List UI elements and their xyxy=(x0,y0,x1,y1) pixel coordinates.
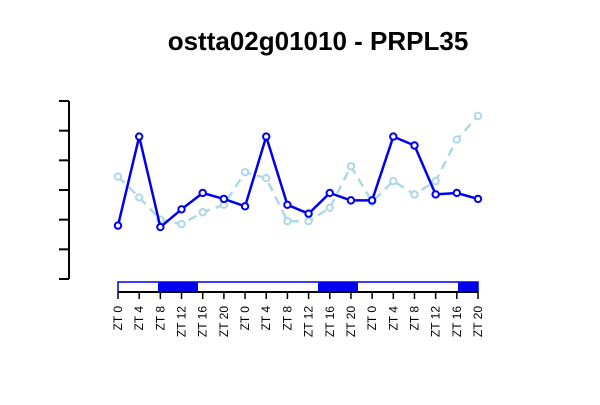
series-layer xyxy=(113,111,483,232)
bar-segment-light xyxy=(278,282,298,292)
data-point xyxy=(367,196,377,205)
bar-segment-light xyxy=(418,282,438,292)
data-point xyxy=(134,132,144,141)
bar-segment-light xyxy=(138,282,158,292)
bar-segment-dark xyxy=(338,282,358,292)
x-tick-label: ZT 12 xyxy=(302,306,316,337)
x-tick-label: ZT 0 xyxy=(111,306,125,331)
data-point xyxy=(113,172,123,181)
x-tick-label: ZT 20 xyxy=(344,306,358,337)
data-point xyxy=(452,188,462,198)
data-point xyxy=(177,219,186,229)
bar-segment-light xyxy=(378,282,398,292)
x-tick-label: ZT 4 xyxy=(386,306,400,331)
light-dark-bar xyxy=(117,281,479,293)
data-point xyxy=(473,111,483,121)
data-point xyxy=(240,168,250,177)
data-point xyxy=(431,190,440,199)
data-point xyxy=(283,200,292,210)
series-solid xyxy=(113,132,483,232)
data-point xyxy=(452,135,462,144)
data-point xyxy=(304,209,313,218)
data-point xyxy=(325,188,334,198)
data-point xyxy=(262,173,271,183)
data-point xyxy=(177,205,186,214)
bar-segment-light xyxy=(298,282,318,292)
x-tick-label: ZT 4 xyxy=(259,306,273,331)
data-point xyxy=(198,208,207,217)
data-point xyxy=(325,203,334,213)
data-point xyxy=(410,141,419,150)
x-axis: ZT 0 ZT 4 ZT 8 ZT 12 ZT 16 ZT 20 ZT 0 ZT 4 ZT 8 Z… xyxy=(111,291,485,337)
x-tick-label: ZT 12 xyxy=(175,306,189,337)
bar-segment-light xyxy=(218,282,238,292)
x-tick-label: ZT 20 xyxy=(471,306,485,337)
x-tick-label: ZT 4 xyxy=(132,306,146,331)
bar-segment-light xyxy=(398,282,418,292)
x-tick-label: ZT 12 xyxy=(429,306,443,337)
bar-segment-light xyxy=(238,282,258,292)
chart-title: ostta02g01010 - PRPL35 xyxy=(168,26,469,56)
data-point xyxy=(283,216,292,226)
bar-segment-light xyxy=(358,282,378,292)
x-tick-label: ZT 0 xyxy=(238,306,252,331)
x-tick-label: ZT 16 xyxy=(196,306,210,337)
data-point xyxy=(304,216,313,226)
data-point xyxy=(113,221,123,230)
x-tick-label: ZT 8 xyxy=(153,306,167,331)
data-point xyxy=(156,222,165,232)
data-point xyxy=(389,176,398,186)
data-point xyxy=(134,193,144,202)
y-axis xyxy=(59,100,70,280)
data-point xyxy=(198,188,207,198)
x-tick-label: ZT 20 xyxy=(217,306,231,337)
bar-segment-light xyxy=(198,282,218,292)
x-tick-label: ZT 16 xyxy=(450,306,464,337)
bar-segment-dark xyxy=(458,282,478,292)
series-line xyxy=(116,135,479,229)
data-point xyxy=(219,194,229,204)
x-tick-label: ZT 16 xyxy=(323,306,337,337)
x-tick-label: ZT 0 xyxy=(365,306,379,331)
bar-segment-light xyxy=(438,282,458,292)
bar-segment-light xyxy=(258,282,278,292)
data-point xyxy=(473,194,483,204)
data-point xyxy=(346,196,356,205)
bar-segment-light xyxy=(118,282,138,292)
data-point xyxy=(389,132,398,141)
series-dashed xyxy=(113,111,483,229)
bar-segment-dark xyxy=(178,282,198,292)
data-point xyxy=(410,190,419,199)
x-tick-label: ZT 8 xyxy=(280,306,294,331)
data-point xyxy=(262,132,271,141)
x-tick-label: ZT 8 xyxy=(407,306,421,331)
bar-segment-dark xyxy=(318,282,338,292)
data-point xyxy=(346,162,356,171)
data-point xyxy=(240,202,250,211)
data-point xyxy=(431,176,440,186)
bar-segment-dark xyxy=(158,282,178,292)
